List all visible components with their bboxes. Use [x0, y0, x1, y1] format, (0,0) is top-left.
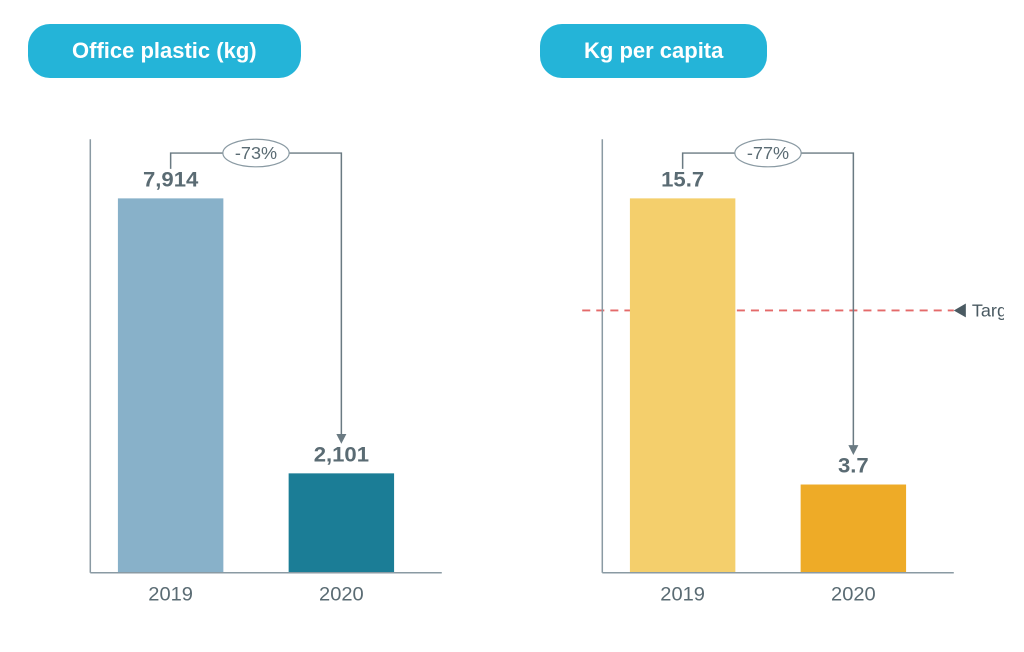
- chart-svg-left: 2019 2020 7,914 2,101 -73%: [20, 90, 492, 622]
- svg-text:Target - 11: Target - 11: [972, 301, 1004, 321]
- panel-title-left: Office plastic (kg): [28, 24, 301, 78]
- svg-text:2019: 2019: [660, 583, 705, 605]
- svg-text:2,101: 2,101: [314, 442, 369, 467]
- svg-text:2020: 2020: [831, 583, 876, 605]
- svg-text:2019: 2019: [148, 583, 193, 605]
- panel-title-right: Kg per capita: [540, 24, 767, 78]
- svg-text:7,914: 7,914: [143, 167, 199, 192]
- svg-text:15.7: 15.7: [661, 167, 704, 192]
- chart-area-right: Target - 11 2019 2020 15.7 3.7 -77%: [532, 90, 1004, 622]
- svg-text:2020: 2020: [319, 583, 364, 605]
- svg-text:3.7: 3.7: [838, 453, 869, 478]
- panels-container: Office plastic (kg) 2019 2020 7,914 2,101 -7…: [0, 0, 1024, 652]
- svg-text:-77%: -77%: [747, 143, 789, 163]
- svg-text:-73%: -73%: [235, 143, 277, 163]
- chart-svg-right: Target - 11 2019 2020 15.7 3.7 -77%: [532, 90, 1004, 622]
- panel-right: Kg per capita Target - 11 2019 2020 15.7 3.7…: [532, 24, 1004, 622]
- panel-left: Office plastic (kg) 2019 2020 7,914 2,101 -7…: [20, 24, 492, 622]
- chart-area-left: 2019 2020 7,914 2,101 -73%: [20, 90, 492, 622]
